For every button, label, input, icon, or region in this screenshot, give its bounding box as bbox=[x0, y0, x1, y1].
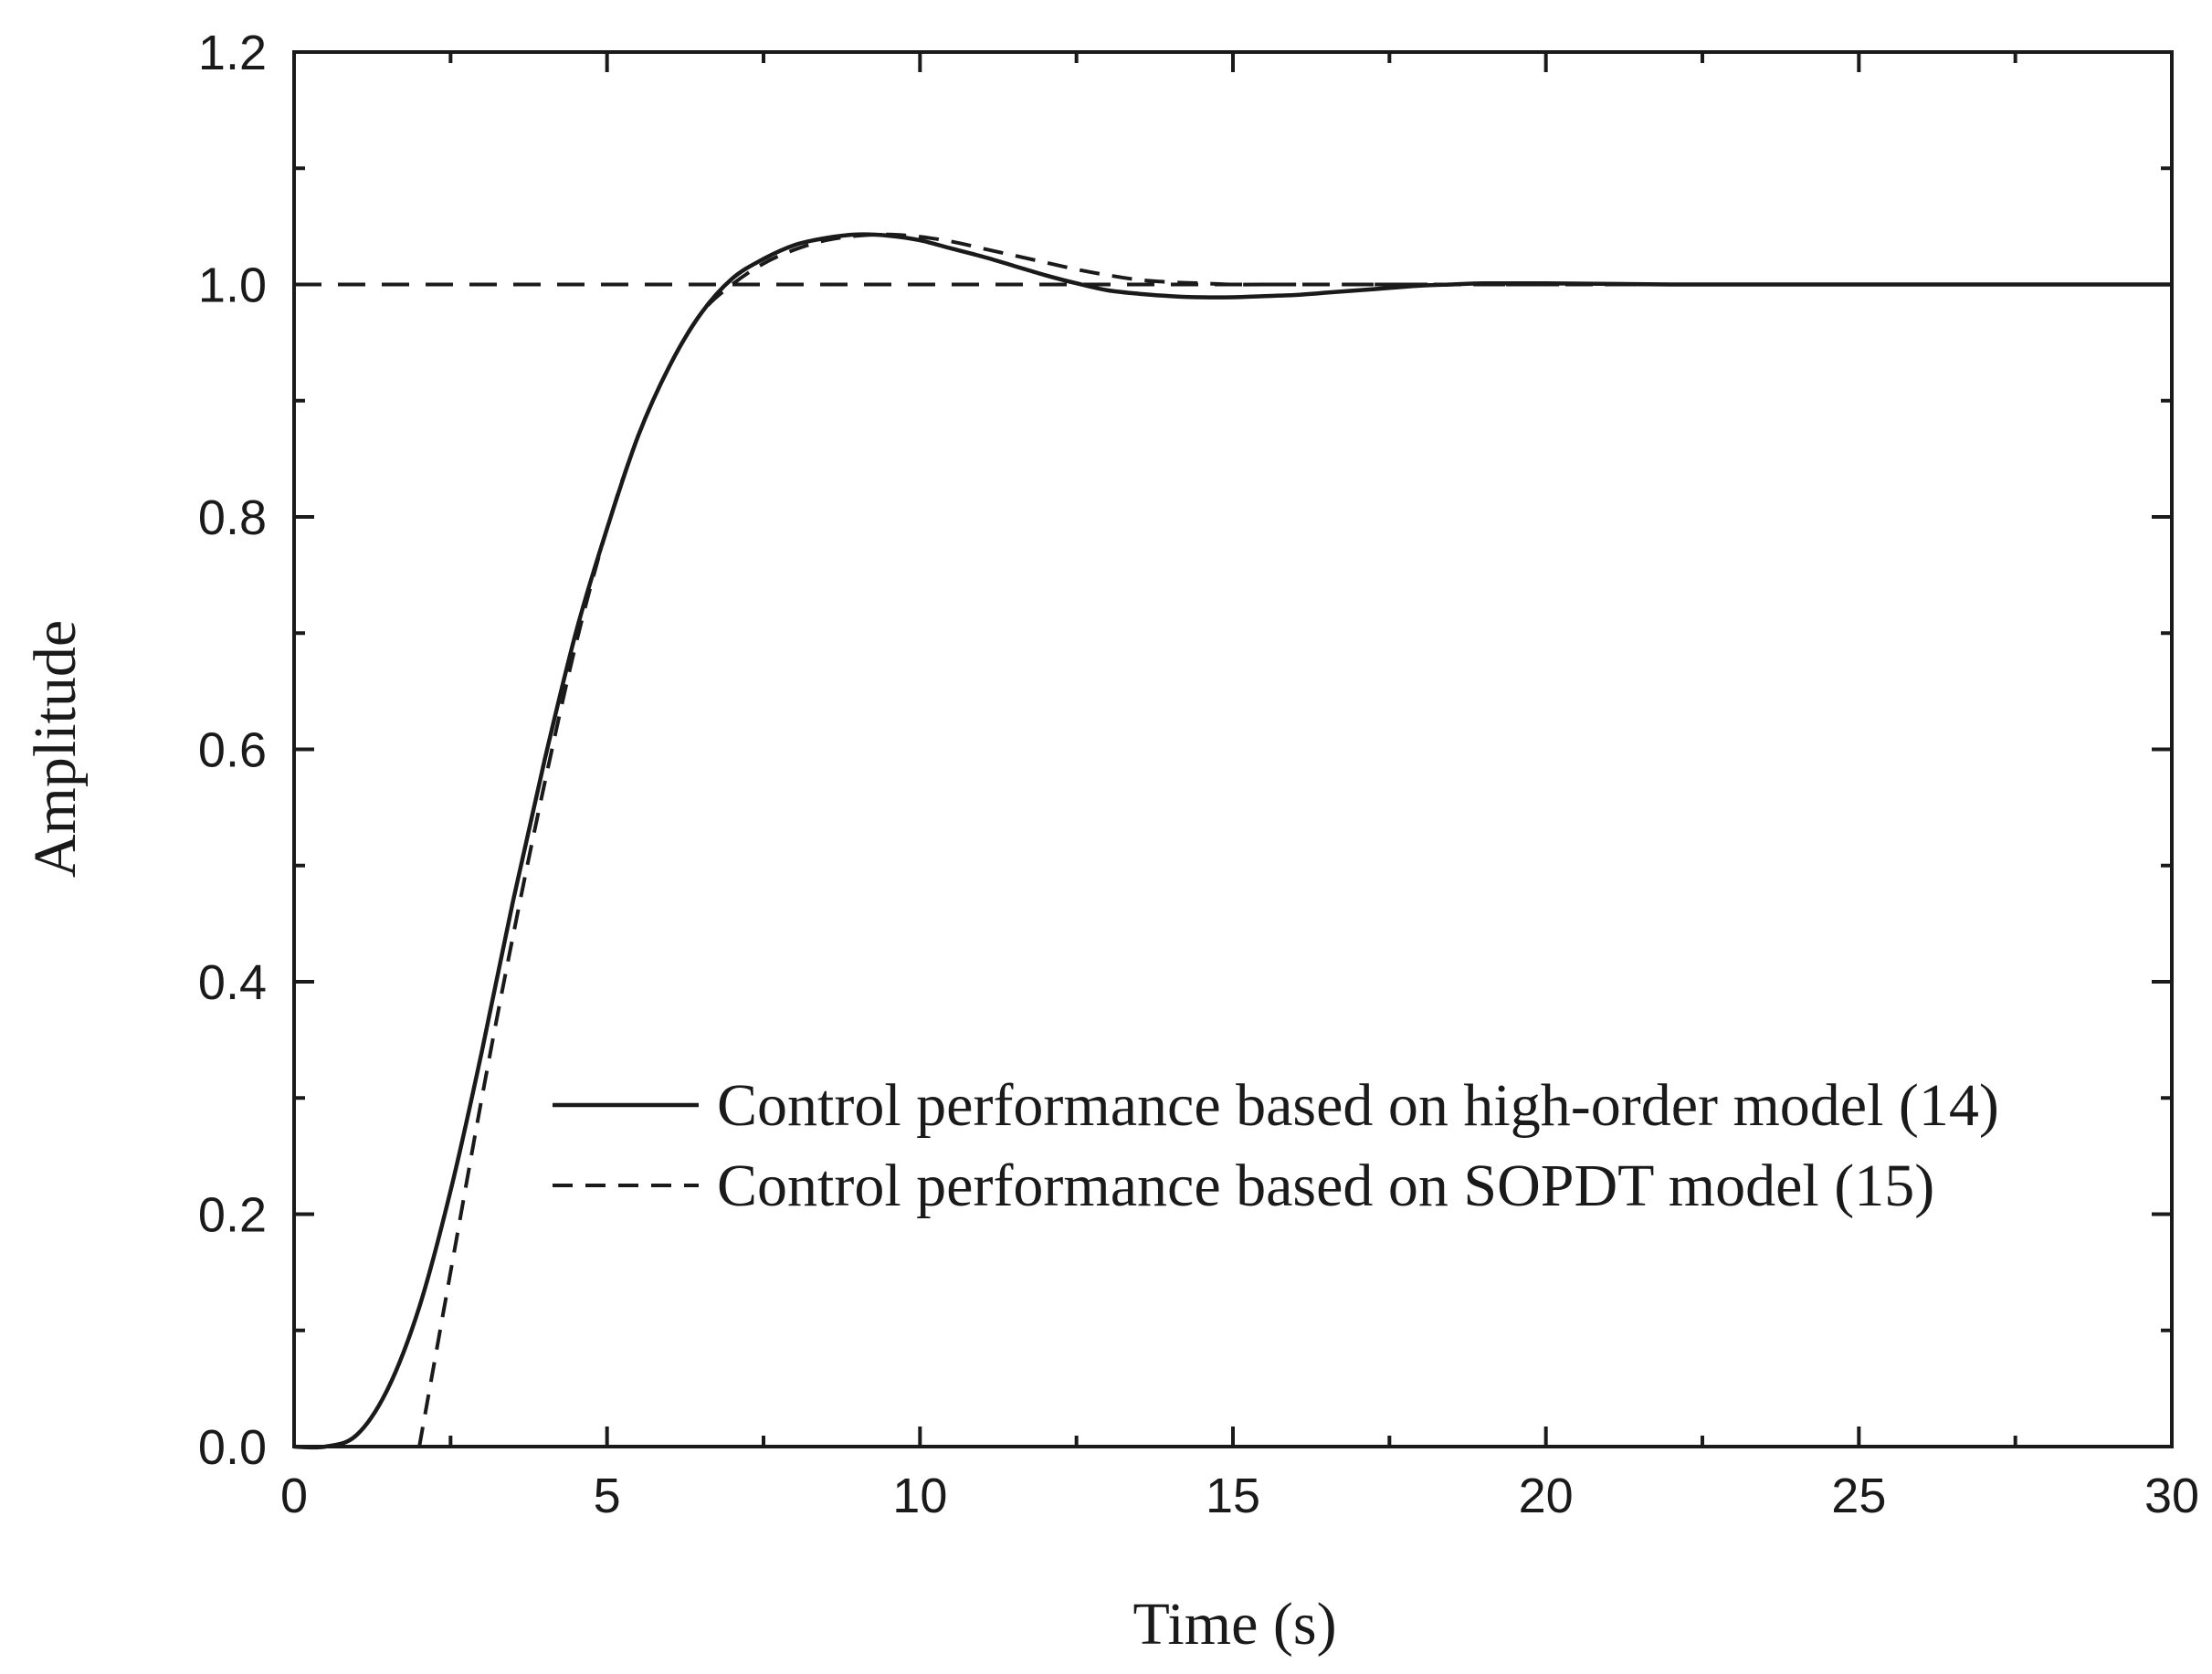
y-tick-label: 0.2 bbox=[198, 1188, 267, 1243]
x-tick-label: 0 bbox=[280, 1469, 308, 1523]
x-tick-label: 10 bbox=[892, 1469, 947, 1523]
y-tick-label: 0.8 bbox=[198, 490, 267, 545]
y-tick-label: 1.2 bbox=[198, 26, 267, 80]
plot-frame bbox=[292, 50, 2174, 1448]
series-line-high-order-model bbox=[293, 232, 2172, 1450]
x-tick-label: 25 bbox=[1831, 1469, 1886, 1523]
y-tick-label: 0.6 bbox=[198, 723, 267, 778]
legend-label-high-order-model: Control performance based on high-order … bbox=[717, 1072, 1999, 1139]
x-tick-label: 30 bbox=[2144, 1469, 2199, 1523]
axis-ticks bbox=[292, 50, 2174, 1448]
x-tick-label: 5 bbox=[594, 1469, 621, 1523]
y-tick-label: 1.0 bbox=[198, 258, 267, 313]
series-line-sopdt-model bbox=[417, 232, 2172, 1448]
legend-label-sopdt-model: Control performance based on SOPDT model… bbox=[717, 1153, 1934, 1219]
x-tick-label: 20 bbox=[1519, 1469, 1574, 1523]
x-axis-title: Time (s) bbox=[1132, 1591, 1336, 1658]
x-tick-labels: 0 5 10 15 20 25 30 bbox=[280, 1469, 2199, 1523]
y-tick-labels: 0.0 0.2 0.4 0.6 0.8 1.0 1.2 bbox=[198, 26, 267, 1475]
y-tick-label: 0.4 bbox=[198, 955, 267, 1010]
series-layer bbox=[293, 232, 2172, 1450]
x-tick-label: 15 bbox=[1206, 1469, 1260, 1523]
y-axis-title: Amplitude bbox=[22, 620, 89, 878]
y-tick-label: 0.0 bbox=[198, 1420, 267, 1475]
legend: Control performance based on high-order … bbox=[553, 1072, 1999, 1219]
